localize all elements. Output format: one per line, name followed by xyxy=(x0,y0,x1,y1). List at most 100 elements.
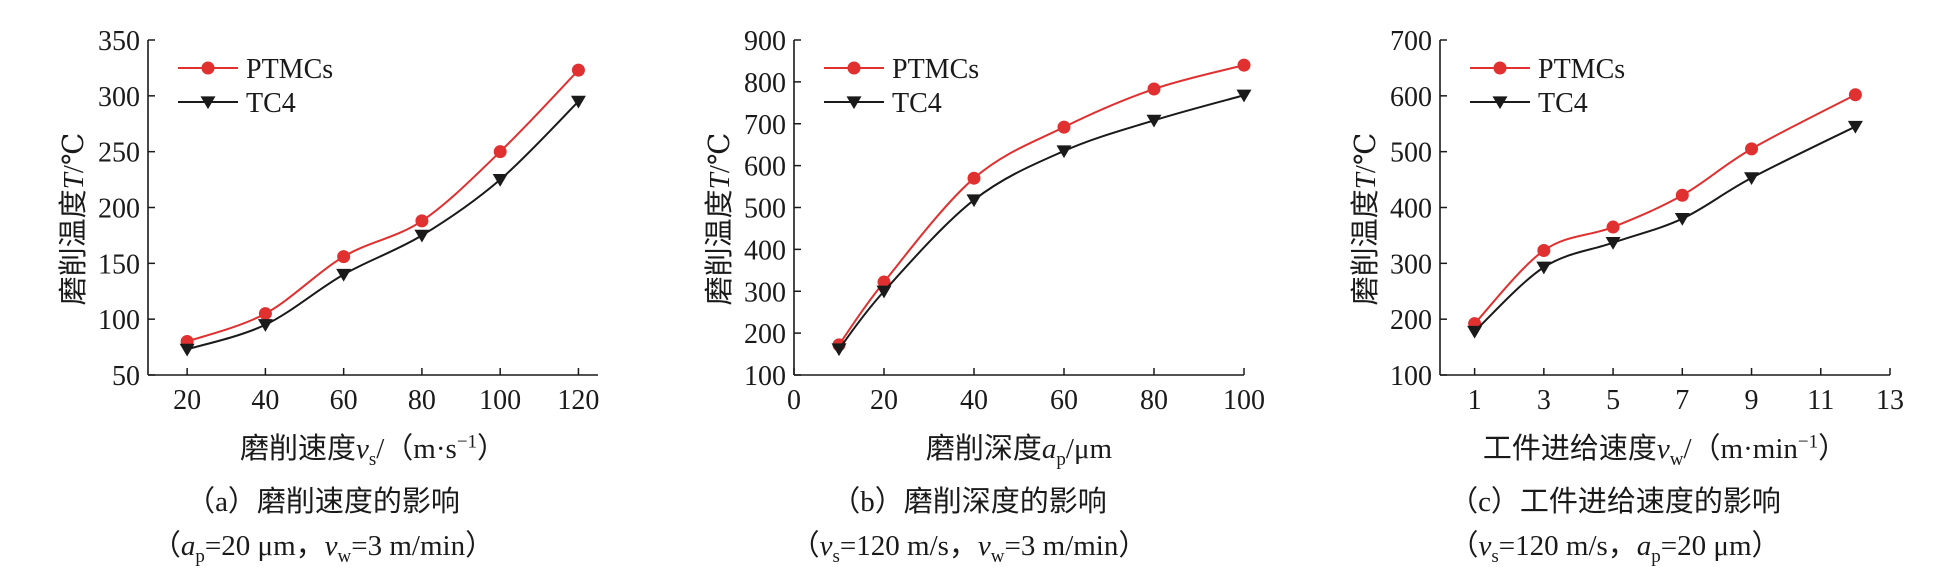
subcaption-part: =20 μm， xyxy=(204,530,325,562)
data-point-tc4 xyxy=(966,194,982,208)
subcaption-part: a xyxy=(1636,530,1652,562)
y-tick-label: 100 xyxy=(98,305,140,336)
x-tick-label: 9 xyxy=(1745,385,1759,416)
chart-panel-b: 0 20 40 60 80 100 100 200 300 400 500 600 700 800 900 P… xyxy=(646,0,1292,583)
subcaption-part: （ xyxy=(790,530,820,562)
y-tick-label: 300 xyxy=(1390,249,1432,280)
legend-marker xyxy=(847,61,861,75)
subcaption-part: v xyxy=(819,530,833,562)
data-point-tc4 xyxy=(570,95,586,109)
subcaption-part: s xyxy=(1491,545,1499,567)
x-tick-label: 40 xyxy=(960,385,988,416)
x-tick-label: 100 xyxy=(1223,385,1265,416)
x-tick-label: 100 xyxy=(479,385,521,416)
data-point-tc4 xyxy=(876,285,892,299)
data-point-ptmcs xyxy=(1237,58,1251,72)
chart-a-caption: （a）磨削速度的影响 xyxy=(186,486,460,518)
chart-c-subcaption: （vs=120 m/s，ap=20 μm） xyxy=(1292,522,1938,568)
x-tick-label: 1 xyxy=(1468,385,1482,416)
chart-c-ylabel: 磨削温度T/℃ xyxy=(1350,132,1382,306)
x-tick-label: 3 xyxy=(1537,385,1551,416)
data-point-tc4 xyxy=(1847,120,1863,134)
data-point-ptmcs xyxy=(1848,88,1862,102)
chart-a-xlabel: 磨削速度vs/（m·s−1） xyxy=(239,431,507,470)
data-point-ptmcs xyxy=(571,63,585,77)
chart-a-plot: 20 40 60 80 100 120 50 100 150 200 250 300 350 PTMCsT… xyxy=(98,26,599,416)
chart-b-subcaption: （vs=120 m/s，vw=3 m/min） xyxy=(646,522,1292,568)
series-line-tc4 xyxy=(838,94,1245,350)
x-tick-label: 20 xyxy=(870,385,898,416)
data-point-tc4 xyxy=(179,343,195,357)
y-tick-label: 200 xyxy=(98,194,140,225)
y-tick-label: 250 xyxy=(98,138,140,169)
subcaption-part: v xyxy=(1478,530,1492,562)
subcaption-part: =120 m/s， xyxy=(1498,530,1637,562)
legend-marker xyxy=(1493,61,1507,75)
data-point-ptmcs xyxy=(877,275,891,289)
subcaption-part: （ xyxy=(151,530,181,562)
x-tick-label: 60 xyxy=(330,385,358,416)
subcaption-part: a xyxy=(180,530,196,562)
data-point-ptmcs xyxy=(415,214,429,228)
legend-label: PTMCs xyxy=(246,54,333,85)
subcaption-part: p xyxy=(1651,545,1661,567)
chart-c-xlabel: 工件进给速度vw/（m·min−1） xyxy=(1482,431,1848,470)
legend-label: PTMCs xyxy=(892,54,979,85)
x-tick-label: 40 xyxy=(251,385,279,416)
data-point-ptmcs xyxy=(1057,120,1071,134)
y-tick-label: 900 xyxy=(744,26,786,57)
data-point-ptmcs xyxy=(1537,243,1551,257)
legend-marker xyxy=(1492,96,1508,110)
x-tick-label: 0 xyxy=(787,385,801,416)
subcaption-part: w xyxy=(990,545,1005,567)
subcaption-part: w xyxy=(337,545,352,567)
subcaption-part: =20 μm） xyxy=(1660,530,1781,562)
y-tick-label: 350 xyxy=(98,26,140,57)
data-point-ptmcs xyxy=(967,171,981,185)
x-tick-label: 5 xyxy=(1606,385,1620,416)
data-point-tc4 xyxy=(492,173,508,187)
chart-c-caption: （c）工件进给速度的影响 xyxy=(1449,486,1781,518)
series-line-tc4 xyxy=(1473,125,1856,333)
x-tick-label: 60 xyxy=(1050,385,1078,416)
y-tick-label: 300 xyxy=(98,82,140,113)
x-tick-label: 80 xyxy=(408,385,436,416)
chart-a-subcaption: （ap=20 μm，vw=3 m/min） xyxy=(0,522,646,568)
chart-a-ylabel: 磨削温度T/℃ xyxy=(58,132,90,306)
y-tick-label: 100 xyxy=(1390,361,1432,392)
data-point-ptmcs xyxy=(337,250,351,264)
subcaption-part: v xyxy=(324,530,338,562)
subcaption-part: v xyxy=(977,530,991,562)
x-tick-label: 11 xyxy=(1807,385,1834,416)
subcaption-part: （ xyxy=(1449,530,1479,562)
chart-b-plot: 0 20 40 60 80 100 100 200 300 400 500 600 700 800 900 P… xyxy=(744,26,1265,416)
x-tick-label: 7 xyxy=(1675,385,1689,416)
legend-label: TC4 xyxy=(246,88,296,119)
legend-marker xyxy=(200,96,216,110)
subcaption-part: =3 m/min） xyxy=(351,530,495,562)
y-tick-label: 700 xyxy=(744,110,786,141)
data-point-ptmcs xyxy=(258,307,272,321)
data-point-tc4 xyxy=(414,229,430,243)
x-tick-label: 13 xyxy=(1876,385,1904,416)
y-tick-label: 600 xyxy=(1390,82,1432,113)
y-tick-label: 50 xyxy=(112,361,140,392)
legend-label: PTMCs xyxy=(1538,54,1625,85)
chart-panel-a: 20 40 60 80 100 120 50 100 150 200 250 300 350 PTMCs T… xyxy=(0,0,646,583)
series-line-tc4 xyxy=(186,100,580,351)
legend-label: TC4 xyxy=(1538,88,1588,119)
chart-b-ylabel: 磨削温度T/℃ xyxy=(704,132,736,306)
y-tick-label: 100 xyxy=(744,361,786,392)
data-point-tc4 xyxy=(1536,261,1552,275)
series-line-ptmcs xyxy=(1473,93,1856,325)
data-point-ptmcs xyxy=(1675,188,1689,202)
data-point-tc4 xyxy=(1744,172,1760,186)
chart-b-xlabel: 磨削深度ap/μm xyxy=(925,433,1113,470)
legend-marker xyxy=(201,61,215,75)
data-point-ptmcs xyxy=(1606,220,1620,234)
data-point-tc4 xyxy=(831,343,847,357)
y-tick-label: 600 xyxy=(744,152,786,183)
y-tick-label: 200 xyxy=(744,319,786,350)
y-tick-label: 150 xyxy=(98,249,140,280)
